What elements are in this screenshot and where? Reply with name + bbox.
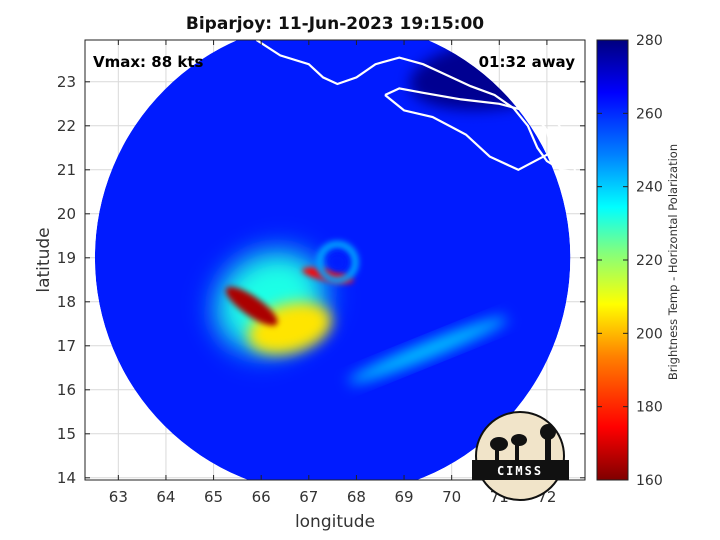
plot-frame <box>84 39 586 481</box>
colorbar-tick-label: 280 <box>636 33 663 49</box>
colorbar-tick-label: 220 <box>636 253 663 269</box>
x-tick-label: 70 <box>442 488 461 506</box>
y-tick-label: 18 <box>57 293 76 311</box>
coastlines <box>255 40 585 201</box>
x-tick-label: 69 <box>395 488 414 506</box>
logo-tower-tank <box>540 424 556 440</box>
x-tick-label: 68 <box>347 488 366 506</box>
y-tick-label: 17 <box>57 337 76 355</box>
chart-title: Biparjoy: 11-Jun-2023 19:15:00 <box>186 14 484 34</box>
x-axis-label: longitude <box>295 512 375 532</box>
coastline-mainland <box>255 40 585 176</box>
y-tick-label: 22 <box>57 117 76 135</box>
logo-dish-left <box>490 437 508 451</box>
storm-eye <box>328 253 347 272</box>
coastline-saurashtra <box>384 87 553 172</box>
colorbar-tick-label: 240 <box>636 180 663 196</box>
y-tick-label: 19 <box>57 249 76 267</box>
x-tick-label: 67 <box>299 488 318 506</box>
colorbar-ticks: 160 180 200 220 240 260 280 <box>597 33 663 489</box>
y-tick-label: 23 <box>57 73 76 91</box>
y-axis-label: latitude <box>34 227 54 292</box>
colorbar-tick-label: 180 <box>636 400 663 416</box>
colorbar-tick-label: 160 <box>636 473 663 489</box>
feature-intense-convection-southwest- <box>225 286 278 326</box>
logo-dish-mount <box>495 446 499 460</box>
eye-ring <box>315 240 359 284</box>
vmax-annotation: Vmax: 88 kts <box>93 53 203 71</box>
coastline-east <box>555 120 585 201</box>
y-tick-label: 20 <box>57 205 76 223</box>
time-away-annotation: 01:32 away <box>479 53 576 71</box>
cimss-logo: CIMSS <box>472 411 569 501</box>
feature-southeastern-rainband <box>348 317 508 384</box>
logo-dish-mount-2 <box>515 443 519 460</box>
colorbar-label: Brightness Temp - Horizontal Polarizatio… <box>666 144 680 380</box>
x-tick-label: 63 <box>109 488 128 506</box>
logo-text: CIMSS <box>497 464 543 478</box>
y-tick-label: 16 <box>57 381 76 399</box>
x-tick-label: 66 <box>252 488 271 506</box>
logo-bar <box>472 460 569 480</box>
colorbar-tick-label: 260 <box>636 106 663 122</box>
y-tick-label: 21 <box>57 161 76 179</box>
logo-tower-leg <box>545 438 551 460</box>
x-tick-label: 64 <box>156 488 175 506</box>
x-tick-label: 65 <box>204 488 223 506</box>
y-tick-label: 15 <box>57 425 76 443</box>
colorbar-tick-label: 200 <box>636 326 663 342</box>
y-tick-label: 14 <box>57 469 76 487</box>
